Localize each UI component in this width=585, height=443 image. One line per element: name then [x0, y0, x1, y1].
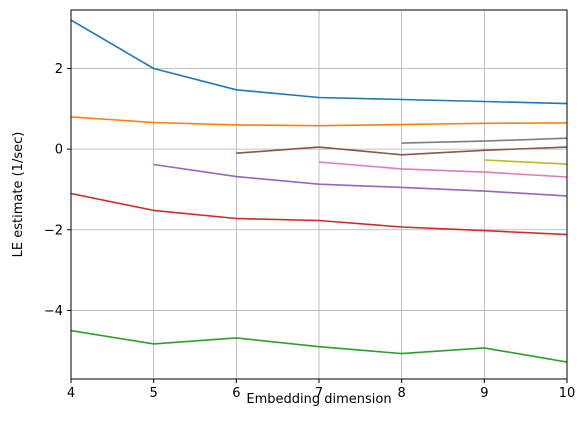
y-tick-label: 0 [55, 143, 63, 158]
x-tick-label: 7 [315, 386, 323, 401]
series-line-9 [484, 159, 568, 165]
series-line-2 [70, 116, 568, 127]
series-line-5 [153, 163, 568, 197]
y-axis-label: LE estimate (1/sec) [11, 132, 26, 258]
series-line-4 [70, 192, 568, 236]
series-line-1 [70, 19, 568, 105]
y-tick-label: −4 [44, 304, 63, 319]
grid [70, 10, 568, 379]
series-line-7 [318, 161, 568, 178]
series-line-3 [70, 329, 568, 363]
y-tick-label: 2 [55, 62, 63, 77]
series-line-6 [236, 146, 568, 156]
series-line-8 [401, 137, 568, 144]
x-tick-label: 8 [398, 386, 406, 401]
x-tick-label: 6 [232, 386, 240, 401]
x-tick-label: 10 [559, 386, 576, 401]
y-tick-label: −2 [44, 223, 63, 238]
x-tick-label: 5 [150, 386, 158, 401]
x-tick-label: 4 [67, 386, 75, 401]
x-axis-label: Embedding dimension [246, 392, 391, 407]
x-tick-label: 9 [480, 386, 488, 401]
ticks: 4 5 6 7 8 9 10 −4 −2 0 2 [44, 62, 575, 401]
series-lines [70, 19, 568, 363]
